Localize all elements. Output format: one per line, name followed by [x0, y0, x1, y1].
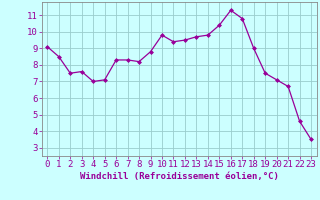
X-axis label: Windchill (Refroidissement éolien,°C): Windchill (Refroidissement éolien,°C)	[80, 172, 279, 181]
